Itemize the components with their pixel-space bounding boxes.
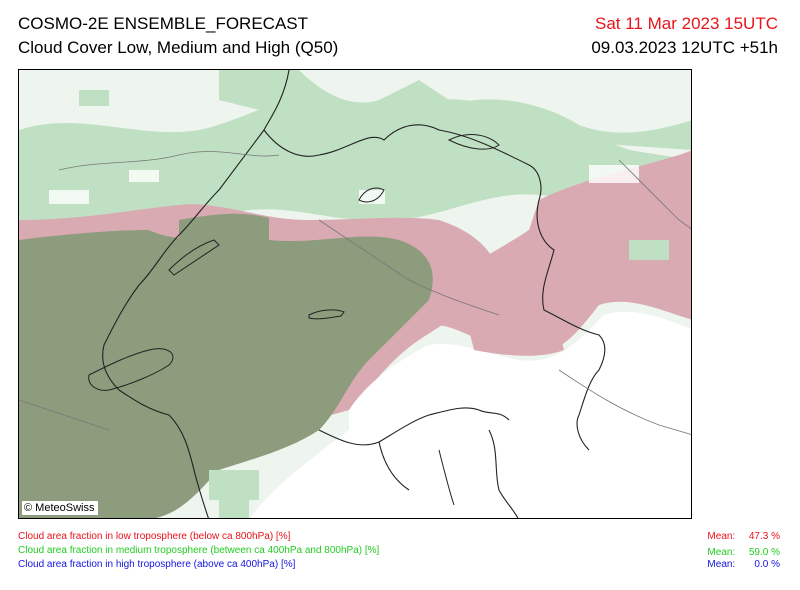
lakes xyxy=(88,134,500,506)
mean-value: 0.0 % xyxy=(754,559,780,570)
chart-subtitle: Cloud Cover Low, Medium and High (Q50) xyxy=(18,38,339,57)
medium-cloud-speckles xyxy=(79,80,669,518)
light-cloud-speckles xyxy=(49,165,639,204)
mean-medium-cloud: Mean: 59.0 % xyxy=(707,547,780,558)
clear-sky-area xyxy=(250,311,691,518)
mean-low-cloud: Mean: 47.3 % xyxy=(707,531,780,542)
mean-value: 59.0 % xyxy=(748,547,780,558)
legend-low-cloud: Cloud area fraction in low troposphere (… xyxy=(18,531,291,542)
map-canvas xyxy=(19,70,691,518)
mean-high-cloud: Mean: 0.0 % xyxy=(707,559,780,570)
low-cloud-area xyxy=(469,327,564,356)
cloud-cover-map: © MeteoSwiss xyxy=(18,69,692,519)
low-cloud-area xyxy=(579,180,691,240)
legend-high-cloud: Cloud area fraction in high troposphere … xyxy=(18,559,296,570)
run-time: 09.03.2023 12UTC +51h xyxy=(591,38,778,57)
mean-label: Mean: xyxy=(707,559,736,570)
copyright-label: © MeteoSwiss xyxy=(22,501,99,515)
mean-label: Mean: xyxy=(707,547,736,558)
valid-time: Sat 11 Mar 2023 15UTC xyxy=(595,14,778,33)
low-medium-cloud-area xyxy=(179,213,269,242)
mean-label: Mean: xyxy=(707,531,736,542)
low-medium-cloud-area xyxy=(19,230,433,518)
mean-value: 47.3 % xyxy=(748,531,780,542)
chart-title: COSMO-2E ENSEMBLE_FORECAST xyxy=(18,14,309,33)
medium-cloud-area xyxy=(439,99,691,150)
rivers xyxy=(19,151,691,435)
country-borders xyxy=(102,70,606,518)
legend-medium-cloud: Cloud area fraction in medium tropospher… xyxy=(18,545,380,556)
